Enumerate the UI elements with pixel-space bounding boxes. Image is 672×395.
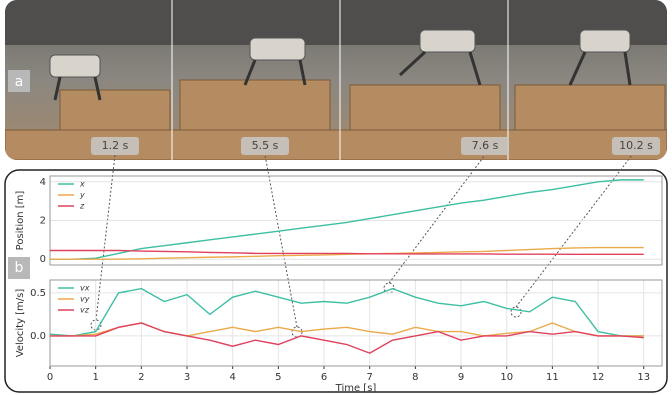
x-tick-label: 1 <box>92 372 98 383</box>
time-label: 5.5 s <box>252 139 279 152</box>
x-tick-label: 5 <box>275 372 281 383</box>
x-tick-label: 4 <box>229 372 235 383</box>
legend-label: vx <box>80 284 90 293</box>
series-line <box>50 180 644 259</box>
x-tick-label: 13 <box>637 372 650 383</box>
y-axis-label: Velocity [m/s] <box>15 289 26 358</box>
legend-label: y <box>79 191 85 200</box>
legend-label: x <box>79 180 85 189</box>
photo-strip <box>5 0 667 160</box>
y-tick-label: 0.5 <box>30 288 46 299</box>
time-label: 1.2 s <box>102 139 129 152</box>
x-tick-label: 7 <box>367 372 373 383</box>
x-tick-label: 10 <box>500 372 513 383</box>
x-tick-label: 11 <box>546 372 559 383</box>
x-axis-label: Time [s] <box>335 383 377 394</box>
y-axis-label: Position [m] <box>15 191 26 251</box>
legend-label: vz <box>80 306 90 315</box>
x-tick-label: 3 <box>184 372 190 383</box>
time-label: 10.2 s <box>619 139 653 152</box>
x-tick-label: 9 <box>458 372 464 383</box>
plot-panel <box>5 170 667 392</box>
panel-label: b <box>15 260 24 276</box>
x-tick-label: 8 <box>412 372 418 383</box>
y-tick-label: 2 <box>40 216 46 227</box>
figure: a b 1.2 s 5.5 s 7.6 s 10.2 s 0 2 4 Position [m]… <box>0 0 672 395</box>
x-tick-label: 2 <box>138 372 144 383</box>
y-tick-label: 4 <box>40 177 46 188</box>
series-line <box>50 250 644 254</box>
panel-label: a <box>15 74 24 90</box>
x-tick-label: 0 <box>47 372 53 383</box>
x-tick-label: 6 <box>321 372 327 383</box>
y-tick-label: 0.0 <box>30 331 46 342</box>
legend-label: z <box>79 202 85 211</box>
y-tick-label: 0 <box>40 254 46 265</box>
series-line <box>50 289 644 336</box>
time-label: 7.6 s <box>472 139 499 152</box>
x-tick-label: 12 <box>592 372 605 383</box>
legend-label: vy <box>80 295 90 304</box>
